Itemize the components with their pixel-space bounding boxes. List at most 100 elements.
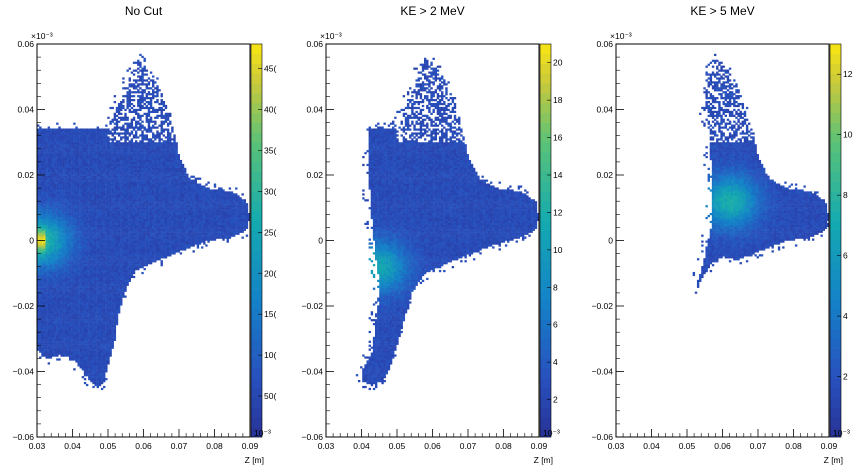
heatmap-cell (85, 132, 89, 135)
heatmap-cell (85, 313, 89, 316)
heatmap-cell (98, 311, 102, 314)
heatmap-cell (41, 156, 44, 159)
heatmap-cell (124, 232, 127, 235)
heatmap-cell (109, 226, 112, 229)
heatmap-cell (107, 323, 110, 326)
heatmap-cell (75, 240, 78, 243)
heatmap-cell (124, 154, 127, 157)
heatmap-cell (45, 313, 48, 316)
heatmap-cell (115, 246, 119, 249)
heatmap-cell (117, 262, 121, 265)
heatmap-cell (105, 328, 108, 332)
heatmap-cell (47, 262, 51, 265)
heatmap-cell (98, 218, 102, 222)
heatmap-cell (56, 328, 59, 332)
heatmap-cell (107, 169, 110, 172)
heatmap-cell (90, 334, 93, 338)
heatmap-cell (79, 179, 82, 182)
heatmap-cell (88, 169, 91, 172)
heatmap-cell (49, 175, 53, 178)
heatmap-cell (49, 191, 53, 194)
heatmap-cell (107, 297, 110, 300)
heatmap-cell (79, 297, 82, 300)
heatmap-cell (107, 258, 110, 261)
heatmap-cell (39, 336, 42, 339)
heatmap-cell (49, 283, 53, 286)
heatmap-cell (64, 277, 68, 281)
heatmap-cell (98, 181, 102, 184)
heatmap-cell (100, 279, 104, 283)
heatmap-cell (54, 140, 57, 143)
heatmap-cell (124, 181, 127, 184)
heatmap-cell (37, 193, 40, 196)
heatmap-cell (75, 303, 78, 306)
heatmap-cell (122, 161, 125, 165)
heatmap-cell (113, 207, 117, 210)
heatmap-cell (73, 328, 76, 332)
heatmap-cell (90, 285, 93, 288)
heatmap-cell (71, 150, 74, 153)
heatmap-cell (96, 187, 100, 190)
heatmap-cell (111, 246, 114, 249)
heatmap-cell (73, 368, 76, 371)
heatmap-cell (49, 197, 53, 200)
heatmap-cell (39, 238, 42, 241)
heatmap-cell (73, 268, 76, 271)
heatmap-cell (66, 277, 70, 281)
heatmap-cell (90, 214, 93, 218)
heatmap-cell (117, 303, 121, 306)
heatmap-cell (79, 150, 82, 153)
heatmap-cell (107, 293, 110, 296)
heatmap-cell (96, 181, 100, 184)
heatmap-cell (39, 307, 42, 310)
heatmap-cell (107, 165, 110, 169)
heatmap-cell (113, 169, 117, 172)
heatmap-cell (109, 157, 112, 161)
heatmap-cell (41, 328, 44, 332)
heatmap-cell (98, 383, 102, 387)
heatmap-cell (111, 205, 114, 208)
heatmap-cell (94, 163, 97, 167)
heatmap-cell (94, 154, 97, 157)
heatmap-cell (88, 289, 91, 292)
heatmap-cell (62, 268, 65, 271)
heatmap-cell (68, 317, 72, 320)
heatmap-cell (85, 159, 89, 163)
heatmap-cell (103, 189, 106, 192)
heatmap-cell (51, 146, 55, 149)
heatmap-cell (92, 266, 95, 269)
heatmap-cell (81, 264, 85, 267)
heatmap-cell (103, 374, 106, 377)
heatmap-cell (79, 334, 82, 338)
heatmap-cell (56, 232, 59, 235)
heatmap-cell (73, 283, 76, 286)
heatmap-cell (88, 264, 91, 267)
heatmap-cell (103, 240, 106, 243)
heatmap-cell (103, 152, 106, 155)
heatmap-cell (49, 128, 53, 131)
heatmap-cell (107, 157, 110, 161)
heatmap-cell (73, 144, 76, 147)
heatmap-cell (73, 252, 76, 255)
heatmap-cell (107, 228, 110, 231)
heatmap-cell (81, 226, 85, 229)
heatmap-cell (41, 291, 44, 294)
heatmap-cell (68, 169, 72, 172)
heatmap-cell (115, 185, 119, 188)
heatmap-cell (37, 336, 40, 339)
heatmap-cell (77, 295, 80, 298)
heatmap-cell (75, 228, 78, 231)
heatmap-cell (45, 199, 48, 202)
heatmap-cell (58, 281, 61, 284)
heatmap-cell (49, 234, 53, 237)
heatmap-cell (79, 177, 82, 180)
heatmap-cell (111, 338, 114, 341)
heatmap-cell (62, 156, 65, 159)
heatmap-cell (66, 309, 70, 312)
heatmap-cell (39, 187, 42, 190)
heatmap-cell (58, 193, 61, 196)
heatmap-cell (66, 199, 70, 202)
heatmap-cell (94, 376, 97, 379)
heatmap-cell (98, 289, 102, 292)
heatmap-cell (92, 313, 95, 316)
